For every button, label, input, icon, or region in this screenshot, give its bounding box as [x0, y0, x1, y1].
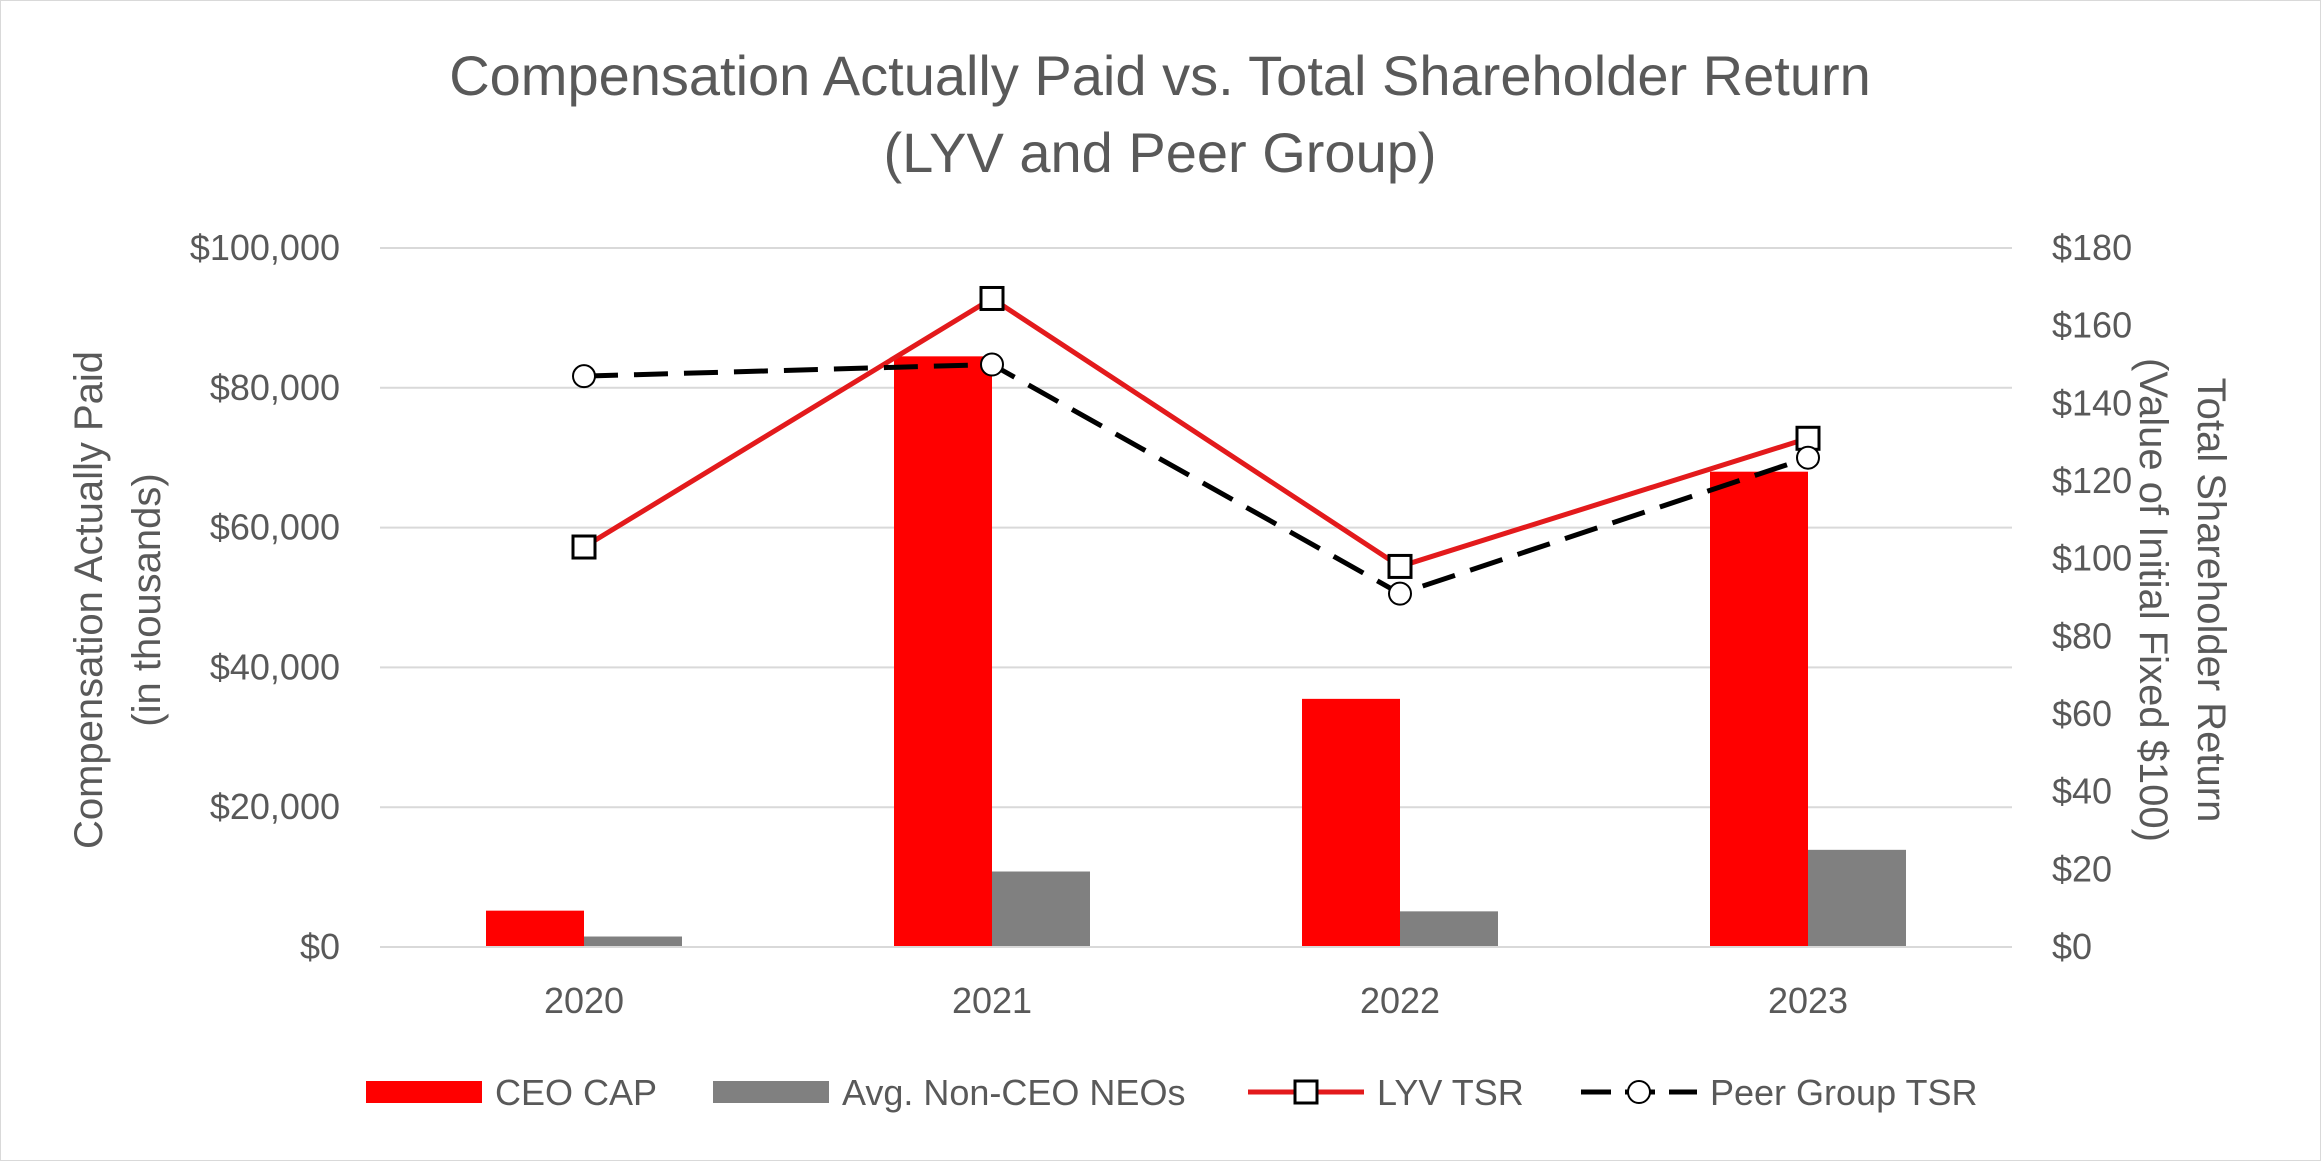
bar [894, 356, 992, 948]
legend-label: CEO CAP [495, 1072, 657, 1113]
left-tick-label: $60,000 [210, 507, 340, 548]
x-tick-label: 2023 [1768, 980, 1848, 1021]
right-tick-label: $180 [2052, 227, 2132, 268]
right-tick-label: $100 [2052, 538, 2132, 579]
bar [1710, 471, 1808, 947]
chart-title: Compensation Actually Paid vs. Total Sha… [449, 44, 1871, 107]
series-line [583, 362, 1809, 597]
right-tick-label: $120 [2052, 460, 2132, 501]
left-axis-title: Compensation Actually Paid [67, 351, 111, 849]
bar [584, 936, 682, 947]
legend: CEO CAP Avg. Non-CEO NEOs LYV TSR Peer Grou… [366, 1072, 1977, 1113]
data-point [572, 364, 596, 389]
legend-label: LYV TSR [1377, 1072, 1524, 1113]
right-tick-label: $40 [2052, 771, 2112, 812]
bar [1302, 698, 1400, 947]
left-axis-title-line2: (in thousands) [125, 473, 169, 726]
x-tick-label: 2020 [544, 980, 624, 1021]
bar [486, 910, 584, 947]
right-tick-label: $20 [2052, 848, 2112, 889]
legend-swatch [366, 1081, 482, 1103]
right-tick-label: $0 [2052, 926, 2092, 967]
right-tick-label: $140 [2052, 382, 2132, 423]
data-point [1796, 445, 1820, 470]
data-point [571, 534, 597, 560]
bar [992, 871, 1090, 947]
right-tick-label: $160 [2052, 305, 2132, 346]
series-line [582, 295, 1809, 569]
legend-swatch [713, 1081, 829, 1103]
data-point [1387, 553, 1413, 579]
legend-marker [1627, 1080, 1651, 1104]
x-tick-label: 2021 [952, 980, 1032, 1021]
x-axis-ticks: 2020 2021 2022 2023 [544, 980, 1848, 1021]
x-tick-label: 2022 [1360, 980, 1440, 1021]
legend-label: Avg. Non-CEO NEOs [842, 1072, 1185, 1113]
right-tick-label: $80 [2052, 615, 2112, 656]
bar [1400, 911, 1498, 947]
right-axis-ticks: $0 $20 $40 $60 $80 $100 $120 $140 $160 $180 [2052, 227, 2132, 967]
line-series [571, 285, 1821, 606]
data-point [980, 352, 1004, 377]
chart-subtitle: (LYV and Peer Group) [883, 121, 1436, 184]
right-axis-title-line2: (Value of Initial Fixed $100) [2131, 358, 2175, 842]
left-tick-label: $0 [300, 926, 340, 967]
left-tick-label: $20,000 [210, 786, 340, 827]
left-tick-label: $80,000 [210, 367, 340, 408]
left-tick-label: $40,000 [210, 646, 340, 687]
data-point [979, 285, 1005, 311]
right-axis-title: Total Shareholder Return [2189, 378, 2233, 823]
bar-series [486, 356, 1906, 948]
left-axis-ticks: $0 $20,000 $40,000 $60,000 $80,000 $100,000 [190, 227, 340, 967]
left-tick-label: $100,000 [190, 227, 340, 268]
legend-marker [1293, 1079, 1319, 1105]
data-point [1388, 581, 1412, 606]
bar [1808, 849, 1906, 947]
right-tick-label: $60 [2052, 693, 2112, 734]
legend-label: Peer Group TSR [1710, 1072, 1977, 1113]
